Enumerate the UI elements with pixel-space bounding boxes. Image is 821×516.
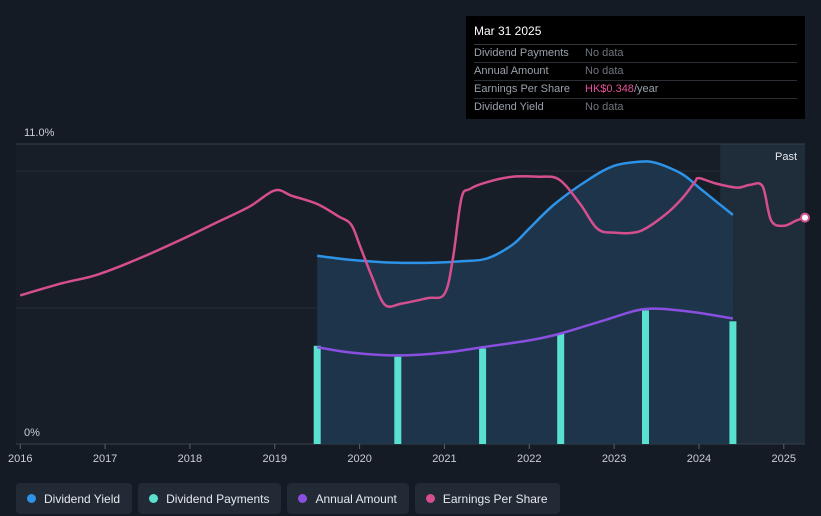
legend-item-dividend-yield[interactable]: Dividend Yield [16,483,133,514]
eps-unit: /year [633,83,659,95]
earnings-per-share-dot-icon [425,494,435,503]
tooltip-row-dividend-yield: Dividend Yield No data [474,99,797,116]
x-tick-label: 2018 [178,453,202,465]
tooltip-label: Earnings Per Share [474,83,570,95]
annual-amount-line [317,307,734,357]
legend-label: Dividend Payments [166,491,270,506]
tooltip-row-dividend-payments: Dividend Payments No data [474,45,797,63]
x-tick-label: 2019 [263,453,287,465]
tooltip-date: Mar 31 2025 [474,24,797,45]
legend-label: Annual Amount [315,491,397,506]
dividend-yield-line [317,160,734,265]
tooltip: Mar 31 2025 Dividend Payments No data An… [466,16,805,119]
x-tick-label: 2016 [8,453,32,465]
tooltip-value: HK$0.348/year [585,81,658,98]
tooltip-row-earnings-per-share: Earnings Per Share HK$0.348/year [474,81,797,99]
dividend-payment-bar [557,333,565,444]
tooltip-label: Annual Amount [474,65,549,77]
x-tick-label: 2023 [602,453,626,465]
past-label: Past [775,151,797,163]
x-tick-label: 2025 [772,453,796,465]
legend-item-dividend-payments[interactable]: Dividend Payments [138,483,282,514]
x-tick-label: 2021 [432,453,456,465]
legend-label: Earnings Per Share [442,491,548,506]
dividend-payments-dot-icon [149,494,159,503]
x-tick-label: 2024 [687,453,711,465]
tooltip-row-annual-amount: Annual Amount No data [474,63,797,81]
eps-end-marker [800,212,810,223]
tooltip-label: Dividend Payments [474,47,569,59]
x-tick-label: 2022 [517,453,541,465]
dividend-payment-bar [479,348,487,444]
legend-label: Dividend Yield [44,491,121,506]
dividend-payment-bar [313,345,321,444]
dividend-payment-bar [394,356,402,444]
legend-item-earnings-per-share[interactable]: Earnings Per Share [414,483,560,514]
tooltip-label: Dividend Yield [474,101,544,113]
earnings-per-share-line [19,174,806,308]
dividend-yield-dot-icon [27,494,36,503]
eps-value: HK$0.348 [585,83,634,95]
y-axis-min-label: 0% [24,427,40,439]
annual-amount-dot-icon [298,494,308,503]
dividend-payment-bar [642,310,649,444]
legend: Dividend Yield Dividend Payments Annual … [16,483,566,514]
tooltip-value: No data [585,47,624,59]
legend-item-annual-amount[interactable]: Annual Amount [287,483,409,514]
y-axis-max-label: 11.0% [24,127,55,139]
x-tick-label: 2020 [347,453,371,465]
tooltip-value: No data [585,65,624,77]
tooltip-value: No data [585,101,624,113]
x-tick-label: 2017 [93,453,117,465]
dividend-payment-bar [729,321,737,444]
